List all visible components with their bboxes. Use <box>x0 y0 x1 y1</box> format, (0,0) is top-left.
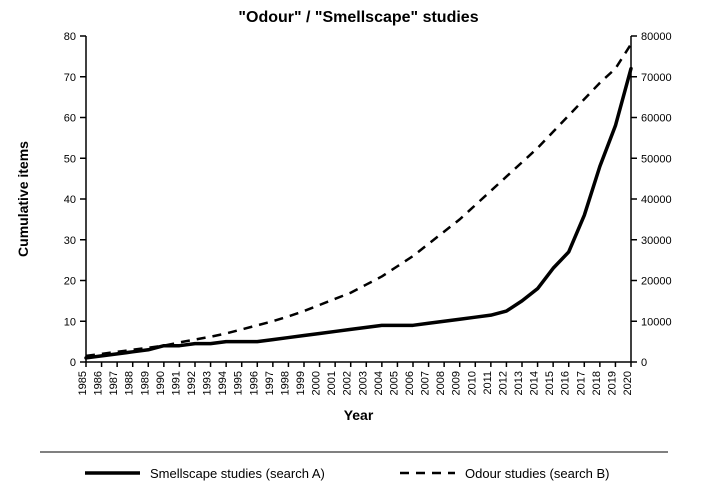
x-tick-label: 1986 <box>93 371 105 395</box>
x-tick-label: 1995 <box>233 371 245 395</box>
x-tick-label: 2014 <box>529 371 541 395</box>
y-left-tick-label: 30 <box>64 235 76 247</box>
y-left-tick-label: 10 <box>64 316 76 328</box>
x-tick-label: 1994 <box>217 371 229 395</box>
x-tick-label: 1989 <box>139 371 151 395</box>
y-left-tick-label: 0 <box>70 357 76 369</box>
x-axis-label: Year <box>344 407 374 423</box>
y-right-tick-label: 20000 <box>641 276 672 288</box>
series-line-0 <box>86 69 631 358</box>
x-tick-label: 1998 <box>279 371 291 395</box>
y-left-tick-label: 40 <box>64 194 76 206</box>
y-right-tick-label: 10000 <box>641 316 672 328</box>
x-tick-label: 2001 <box>326 371 338 395</box>
x-tick-label: 2011 <box>482 371 494 395</box>
y-left-tick-label: 20 <box>64 276 76 288</box>
x-tick-label: 2004 <box>373 371 385 395</box>
chart-svg: "Odour" / "Smellscape" studies 0 10 20 30 40 5… <box>0 0 708 501</box>
legend-label-a: Smellscape studies (search A) <box>150 466 325 481</box>
x-tick-label: 1988 <box>124 371 136 395</box>
x-tick-label: 2009 <box>451 371 463 395</box>
x-tick-label: 2010 <box>466 371 478 395</box>
x-tick-label: 1996 <box>248 371 260 395</box>
x-tick-label: 2015 <box>544 371 556 395</box>
y-left-tick-label: 70 <box>64 72 76 84</box>
x-tick-label: 2020 <box>622 371 634 395</box>
x-tick-label: 2019 <box>606 371 618 395</box>
y-right-tick-label: 30000 <box>641 235 672 247</box>
x-tick-label: 2017 <box>575 371 587 395</box>
y-left-tick-label: 60 <box>64 113 76 125</box>
x-tick-label: 2006 <box>404 371 416 395</box>
y-right-tick-label: 80000 <box>641 31 672 43</box>
legend-label-b: Odour studies (search B) <box>465 466 610 481</box>
x-tick-label: 1990 <box>155 371 167 395</box>
y-left-tick-label: 50 <box>64 153 76 165</box>
series-line-1 <box>86 44 631 356</box>
x-tick-label: 2005 <box>388 371 400 395</box>
x-tick-label: 1997 <box>264 371 276 395</box>
x-tick-label: 1991 <box>170 371 182 395</box>
chart-title: "Odour" / "Smellscape" studies <box>238 9 478 26</box>
x-tick-label: 2016 <box>560 371 572 395</box>
x-tick-label: 2018 <box>591 371 603 395</box>
y-axis-label: Cumulative items <box>15 141 31 257</box>
y-left-tick-label: 80 <box>64 31 76 43</box>
y-right-tick-label: 70000 <box>641 72 672 84</box>
x-tick-label: 2013 <box>513 371 525 395</box>
x-tick-label: 1993 <box>202 371 214 395</box>
x-tick-label: 2008 <box>435 371 447 395</box>
chart-container: "Odour" / "Smellscape" studies 0 10 20 30 40 5… <box>0 0 708 501</box>
x-tick-label: 1985 <box>77 371 89 395</box>
x-tick-label: 1999 <box>295 371 307 395</box>
x-tick-label: 1987 <box>108 371 120 395</box>
x-tick-label: 2000 <box>311 371 323 395</box>
x-tick-label: 2007 <box>420 371 432 395</box>
y-right-tick-label: 40000 <box>641 194 672 206</box>
x-tick-label: 2003 <box>357 371 369 395</box>
y-right-tick-label: 60000 <box>641 113 672 125</box>
y-right-tick-label: 50000 <box>641 153 672 165</box>
x-tick-label: 1992 <box>186 371 198 395</box>
y-right-tick-label: 0 <box>641 357 647 369</box>
x-tick-label: 2012 <box>497 371 509 395</box>
x-tick-label: 2002 <box>342 371 354 395</box>
